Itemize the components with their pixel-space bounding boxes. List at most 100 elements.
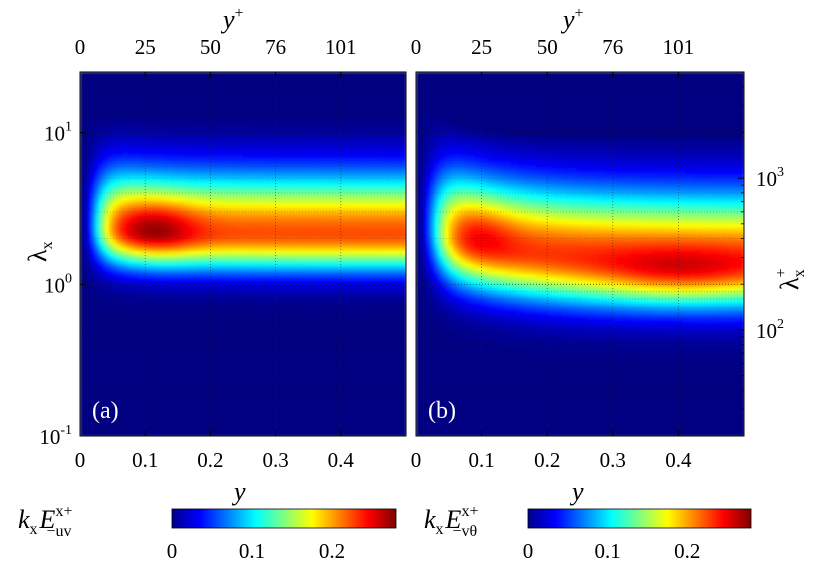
heatmap-cell [130,260,135,265]
heatmap-cell [199,422,204,427]
heatmap-cell [137,151,143,156]
heatmap-cell [181,313,186,318]
heatmap-cell [90,303,96,308]
heatmap-cell [127,386,132,391]
heatmap-cell [192,210,197,215]
heatmap-cell [145,399,150,404]
heatmap-cell [221,141,226,146]
heatmap-cell [163,340,168,344]
heatmap-cell [159,273,164,278]
heatmap-cell [94,303,99,308]
heatmap-cell [166,134,172,139]
heatmap-cell [119,373,125,378]
heatmap-cell [116,416,121,421]
heatmap-cell [177,406,183,411]
heatmap-cell [206,379,211,384]
heatmap-cell [94,353,99,358]
heatmap-cell [199,293,204,298]
heatmap-cell [206,406,211,411]
heatmap-cell [123,105,128,109]
heatmap-cell [152,207,157,212]
heatmap-cell [188,363,193,368]
heatmap-cell [141,85,146,90]
heatmap-cell [181,210,186,215]
heatmap-cell [192,237,197,242]
heatmap-cell [141,254,146,258]
heatmap-cell [181,359,186,364]
heatmap-cell [214,343,219,348]
heatmap-cell [210,267,215,272]
heatmap-cell [90,270,96,275]
heatmap-cell [235,356,240,361]
heatmap-cell [195,134,201,139]
heatmap-cell [87,326,92,331]
heatmap-cell [145,217,150,222]
heatmap-cell [145,419,150,424]
heatmap-cell [214,340,219,344]
heatmap-cell [123,280,128,285]
heatmap-cell [235,204,240,209]
heatmap-cell [235,373,240,378]
heatmap-cell [228,194,233,199]
heatmap-cell [206,224,211,229]
heatmap-cell [141,267,146,272]
heatmap-cell [206,237,211,242]
heatmap-cell [148,386,154,391]
heatmap-cell [101,389,106,394]
heatmap-cell [174,194,179,199]
heatmap-cell [98,257,103,262]
heatmap-cell [94,98,99,103]
heatmap-cell [188,290,193,295]
heatmap-cell [159,283,164,288]
heatmap-cell [141,320,146,325]
heatmap-cell [239,409,244,414]
heatmap-cell [152,124,157,129]
heatmap-cell [101,115,106,119]
heatmap-cell [145,154,150,159]
heatmap-cell [228,254,233,258]
heatmap-cell [123,204,128,209]
heatmap-cell [235,85,240,90]
heatmap-cell [148,366,154,371]
heatmap-cell [119,257,125,262]
heatmap-cell [192,340,197,344]
heatmap-cell [98,124,103,129]
heatmap-cell [101,386,106,391]
heatmap-cell [98,383,103,387]
heatmap-cell [90,121,96,126]
heatmap-cell [80,316,85,321]
heatmap-cell [80,220,85,225]
heatmap-cell [203,300,208,305]
heatmap-cell [130,300,135,305]
heatmap-cell [130,72,135,76]
heatmap-cell [94,237,99,242]
heatmap-cell [195,108,201,113]
heatmap-cell [228,141,233,146]
heatmap-cell [119,72,125,76]
heatmap-cell [105,144,110,149]
heatmap-cell [83,230,88,235]
heatmap-cell [199,287,204,291]
heatmap-cell [239,204,244,209]
heatmap-cell [228,369,233,374]
heatmap-cell [108,373,114,378]
heatmap-cell [199,412,204,417]
heatmap-cell [152,210,157,215]
heatmap-cell [228,432,233,436]
heatmap-cell [224,330,230,335]
heatmap-cell [174,227,179,232]
heatmap-cell [156,85,161,90]
heatmap-cell [199,260,204,265]
heatmap-cell [123,419,128,424]
heatmap-cell [148,204,154,209]
heatmap-cell [206,280,211,285]
heatmap-cell [123,326,128,331]
heatmap-cell [159,316,164,321]
heatmap-cell [170,340,175,344]
heatmap-cell [156,330,161,335]
heatmap-cell [119,356,125,361]
heatmap-cell [87,373,92,378]
heatmap-cell [108,210,114,215]
heatmap-cell [224,171,230,176]
heatmap-cell [90,412,96,417]
